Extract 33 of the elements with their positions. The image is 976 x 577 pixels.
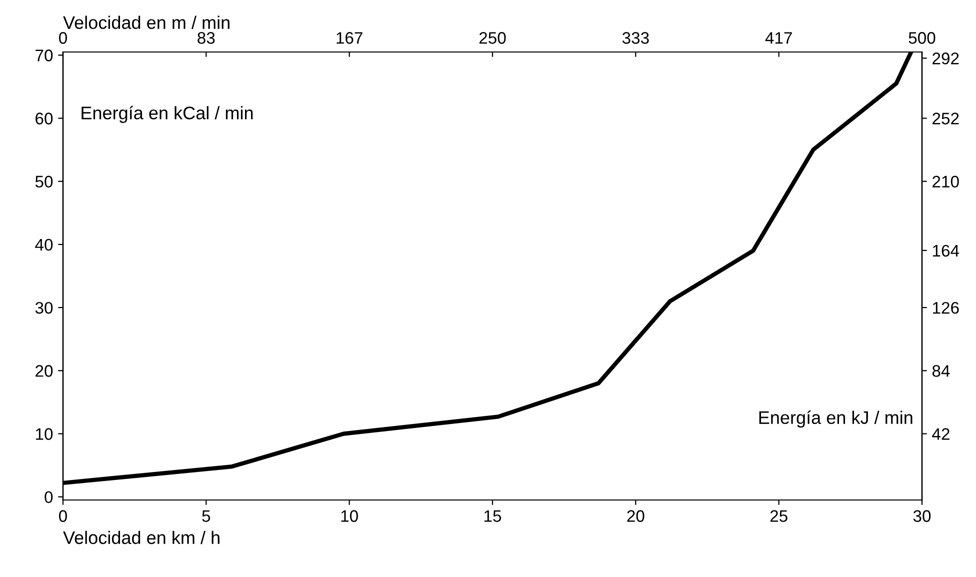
y-tick-label: 30: [35, 302, 53, 314]
y2-tick-label: 42: [932, 428, 950, 440]
y-tick-label: 20: [36, 365, 53, 377]
x-tick-label: 15: [484, 510, 502, 522]
x2-tick-label: 167: [336, 32, 362, 44]
x2-tick-label: 500: [908, 32, 936, 44]
x2-tick-label: 0: [59, 32, 67, 44]
x2-tick-label: 83: [198, 32, 215, 44]
y-tick-label: 60: [36, 112, 53, 124]
y-tick-label: 0: [44, 491, 53, 504]
y2-tick-label: 164: [932, 244, 960, 257]
x2-tick-label: 417: [765, 32, 792, 44]
y-tick-label: 70: [36, 50, 53, 62]
x-tick-label: 20: [627, 510, 644, 522]
y-tick-label: 40: [35, 238, 53, 251]
x2-tick-label: 250: [479, 32, 506, 44]
y2-tick-label: 126: [932, 302, 959, 314]
y-axis-title: Energía en kCal / min: [82, 106, 253, 123]
y-tick-label: 50: [35, 176, 53, 188]
x-tick-label: 0: [59, 510, 67, 522]
x2-tick-label: 333: [622, 32, 649, 44]
x-tick-label: 5: [202, 510, 210, 522]
y2-tick-label: 292: [932, 52, 959, 64]
y2-tick-label: 252: [932, 112, 959, 124]
x-tick-label: 30: [913, 510, 931, 522]
x2-axis-title: Velocidad en m / min: [63, 16, 230, 29]
y2-tick-label: 210: [932, 176, 959, 188]
y2-axis-title: Energía en kJ / min: [759, 410, 912, 428]
x-tick-label: 10: [341, 510, 358, 522]
y-tick-label: 10: [36, 428, 53, 440]
y2-tick-label: 84: [932, 365, 950, 377]
x-tick-label: 25: [770, 510, 788, 522]
x-axis-title: Velocidad en km / h: [63, 530, 220, 544]
